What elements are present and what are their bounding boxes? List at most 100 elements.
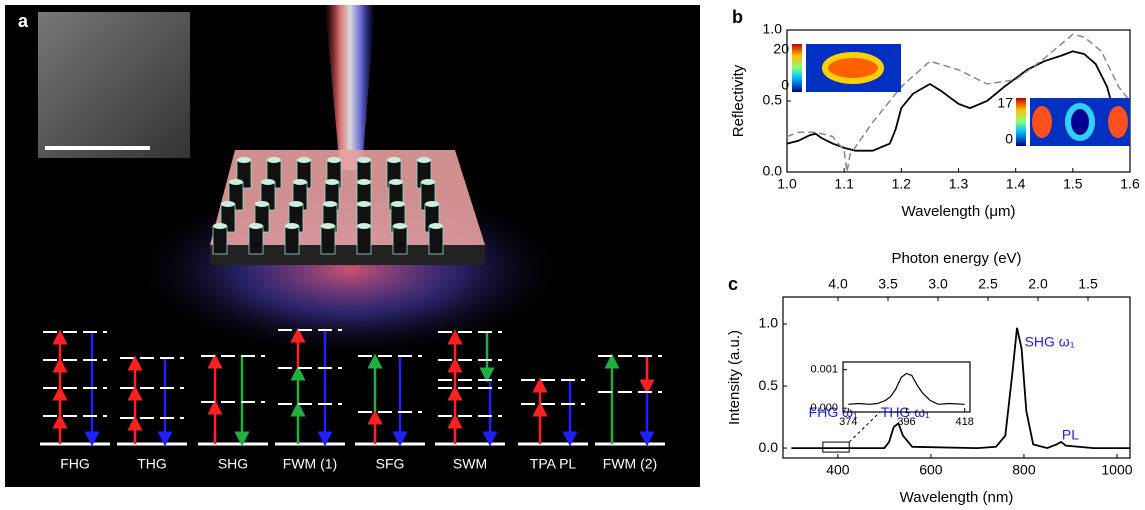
colorbar-label: 0 bbox=[781, 77, 789, 93]
process-label: FHG bbox=[60, 456, 90, 472]
pillar-top bbox=[357, 157, 371, 163]
pillar-top bbox=[261, 179, 275, 185]
x2-tick-label: 1.5 bbox=[1078, 276, 1098, 292]
pillar-top bbox=[321, 223, 335, 229]
pillar-top bbox=[229, 179, 243, 185]
pillar-top bbox=[387, 157, 401, 163]
pillar-top bbox=[327, 157, 341, 163]
x-tick-label: 1.3 bbox=[949, 175, 969, 191]
pillar-top bbox=[249, 223, 263, 229]
y-axis-label: Intensity (a.u.) bbox=[726, 330, 743, 425]
substrate-side bbox=[210, 245, 485, 265]
x-tick-label: 1.5 bbox=[1063, 175, 1083, 191]
x-tick-label: 396 bbox=[897, 416, 915, 428]
process-label: SHG bbox=[218, 456, 248, 472]
pillar bbox=[248, 225, 264, 255]
pillar bbox=[320, 225, 336, 255]
field-hotspot bbox=[1108, 106, 1128, 138]
plot-frame bbox=[782, 296, 1131, 459]
process-label: TPA PL bbox=[530, 456, 577, 472]
pillar-top bbox=[297, 157, 311, 163]
pillar-top bbox=[421, 179, 435, 185]
field-node bbox=[1065, 103, 1095, 141]
x2-tick-label: 4.0 bbox=[828, 276, 848, 292]
pillar bbox=[392, 225, 408, 255]
y-axis-label: Reflectivity bbox=[730, 64, 747, 137]
pillar bbox=[356, 225, 372, 255]
y-tick-label: 0.001 bbox=[810, 364, 838, 376]
pillar bbox=[284, 225, 300, 255]
annotation: SHG ω₁ bbox=[1025, 333, 1075, 349]
y-tick-label: 0.0 bbox=[763, 163, 783, 179]
panel-label: b bbox=[732, 7, 743, 27]
process-label: THG bbox=[137, 456, 167, 472]
x-tick-label: 800 bbox=[1012, 461, 1036, 477]
data-line bbox=[848, 372, 965, 405]
data-line bbox=[791, 327, 1130, 450]
panel-label: c bbox=[728, 274, 738, 294]
pillar-top bbox=[285, 223, 299, 229]
x2-tick-label: 3.0 bbox=[928, 276, 948, 292]
x-tick-label: 374 bbox=[839, 416, 857, 428]
x-axis-label: Wavelength (nm) bbox=[900, 489, 1014, 506]
pillar-top bbox=[323, 201, 337, 207]
x-tick-label: 1.2 bbox=[892, 175, 912, 191]
x-tick-label: 400 bbox=[826, 461, 850, 477]
zoom-connector bbox=[848, 411, 881, 443]
x-tick-label: 1.0 bbox=[777, 175, 797, 191]
process-label: SFG bbox=[376, 456, 405, 472]
y-tick-label: 0.5 bbox=[759, 377, 779, 393]
x2-tick-label: 3.5 bbox=[878, 276, 898, 292]
data-line bbox=[786, 50, 1131, 152]
y-tick-label: 0.5 bbox=[763, 92, 783, 108]
pillar-top bbox=[293, 179, 307, 185]
pillar-top bbox=[357, 179, 371, 185]
pillar-top bbox=[393, 223, 407, 229]
x-tick-label: 418 bbox=[956, 416, 974, 428]
pillar-top bbox=[425, 201, 439, 207]
pillar-top bbox=[237, 157, 251, 163]
pillar bbox=[212, 225, 228, 255]
data-line bbox=[786, 33, 1131, 173]
x-tick-label: 600 bbox=[919, 461, 943, 477]
annotation: PL bbox=[1062, 426, 1079, 442]
pillar-top bbox=[357, 223, 371, 229]
x2-axis-label: Photon energy (eV) bbox=[891, 250, 1021, 267]
x-tick-label: 1000 bbox=[1101, 461, 1132, 477]
pillar-top bbox=[325, 179, 339, 185]
process-label: FWM (1) bbox=[283, 456, 337, 472]
pillar-top bbox=[391, 201, 405, 207]
pillar-top bbox=[267, 157, 281, 163]
pillar-top bbox=[357, 201, 371, 207]
x-tick-label: 1.1 bbox=[834, 175, 854, 191]
x2-tick-label: 2.0 bbox=[1028, 276, 1048, 292]
y-tick-label: 1.0 bbox=[763, 21, 783, 37]
y-tick-label: 0.000 bbox=[810, 402, 838, 414]
x-tick-label: 1.4 bbox=[1006, 175, 1026, 191]
x-tick-label: 1.6 bbox=[1120, 175, 1140, 191]
pillar-top bbox=[289, 201, 303, 207]
pillar-top bbox=[389, 179, 403, 185]
colorbar bbox=[1016, 98, 1026, 146]
process-label: SWM bbox=[453, 456, 487, 472]
field-hotspot bbox=[822, 52, 884, 84]
field-hotspot bbox=[1032, 106, 1052, 138]
colorbar-label: 20 bbox=[773, 41, 789, 57]
x2-tick-label: 2.5 bbox=[978, 276, 998, 292]
colorbar-label: 17 bbox=[997, 95, 1013, 111]
zoom-box bbox=[822, 441, 850, 453]
sem-image bbox=[38, 12, 190, 158]
panel-a: a FHG THG SHG FWM (1) SFG SWM TPA PL FWM (2) bbox=[5, 5, 700, 487]
y-tick-label: 0.0 bbox=[759, 439, 779, 455]
panel-label: a bbox=[18, 11, 29, 31]
pillar-top bbox=[429, 223, 443, 229]
colorbar-label: 0 bbox=[1005, 131, 1013, 147]
y-tick-label: 1.0 bbox=[759, 315, 779, 331]
pillar bbox=[428, 225, 444, 255]
colorbar bbox=[792, 44, 802, 92]
pillar-top bbox=[221, 201, 235, 207]
x-axis-label: Wavelength (μm) bbox=[902, 203, 1016, 220]
pillar-top bbox=[417, 157, 431, 163]
pillar-top bbox=[255, 201, 269, 207]
